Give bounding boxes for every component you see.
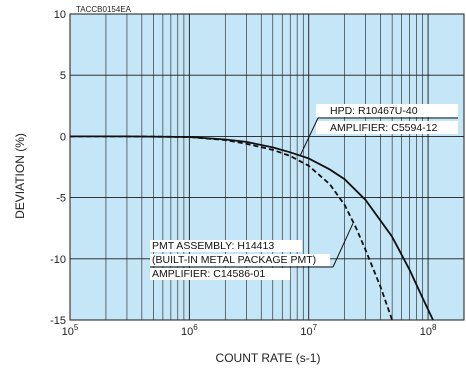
hpd-label-bg	[316, 121, 458, 134]
pmt-leader-line	[332, 223, 354, 268]
series-line-pmt	[70, 135, 393, 321]
x-tick-label: 105	[62, 323, 79, 338]
x-tick-label: 107	[300, 323, 317, 338]
y-axis-label: DEVIATION (%)	[13, 133, 27, 219]
hpd-label-bg	[316, 104, 458, 117]
figure-code: TACCB0154EA	[76, 5, 132, 14]
y-tick-label: -5	[56, 193, 66, 205]
hpd-leader-line	[299, 117, 319, 156]
pmt-label-text: AMPLIFIER: C14586-01	[152, 268, 265, 280]
x-tick-label: 108	[420, 323, 437, 338]
y-tick-label: 5	[60, 70, 66, 82]
pmt-label-text: PMT ASSEMBLY: H14413	[152, 240, 274, 252]
y-tick-label: -10	[50, 254, 66, 266]
x-axis-label: COUNT RATE (s-1)	[216, 351, 321, 365]
pmt-label-text: (BUILT-IN METAL PACKAGE PMT)	[152, 254, 316, 266]
y-tick-label: -15	[50, 315, 66, 327]
y-tick-label: 0	[60, 131, 66, 143]
hpd-label-text: AMPLIFIER: C5594-12	[330, 122, 438, 134]
pmt-label-bg	[150, 254, 330, 266]
hpd-label-text: HPD: R10467U-40	[330, 105, 418, 117]
plot-frame	[69, 13, 465, 321]
pmt-label-bg	[150, 268, 290, 280]
x-tick-label: 106	[181, 323, 198, 338]
y-tick-label: 10	[54, 9, 66, 21]
pmt-label-bg	[150, 240, 302, 252]
